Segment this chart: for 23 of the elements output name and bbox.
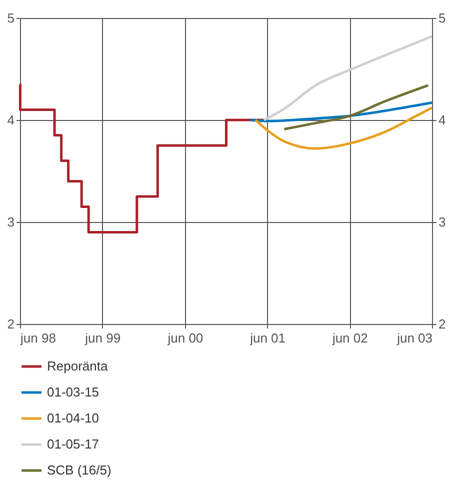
y-tick-label: 4 <box>7 112 14 128</box>
x-tick-label: jun 02 <box>331 330 368 346</box>
y2-tick-label: 2 <box>438 316 446 332</box>
x-tick-label: jun 01 <box>249 330 286 346</box>
line-series <box>248 101 434 122</box>
line-series <box>282 84 430 130</box>
y2-tick-label: 4 <box>438 112 446 128</box>
y2-tick-label: 3 <box>438 214 446 230</box>
line-series <box>262 35 434 122</box>
x-tick-label: jun 99 <box>84 330 121 346</box>
x-tick-label: jun 03 <box>396 330 432 346</box>
legend-label: 01-04-10 <box>47 410 100 426</box>
legend-label: 01-05-17 <box>47 436 100 452</box>
y-tick-label: 5 <box>7 10 14 26</box>
x-tick-label: jun 98 <box>20 330 56 346</box>
line-series <box>254 106 434 150</box>
legend-label: 01-03-15 <box>47 384 100 400</box>
y2-tick-label: 5 <box>438 10 446 26</box>
y-tick-label: 2 <box>7 316 14 332</box>
x-tick-label: jun 00 <box>166 330 204 346</box>
legend-label: Reporänta <box>47 358 108 374</box>
y-tick-label: 3 <box>7 214 14 230</box>
legend-label: SCB (16/5) <box>47 462 112 478</box>
